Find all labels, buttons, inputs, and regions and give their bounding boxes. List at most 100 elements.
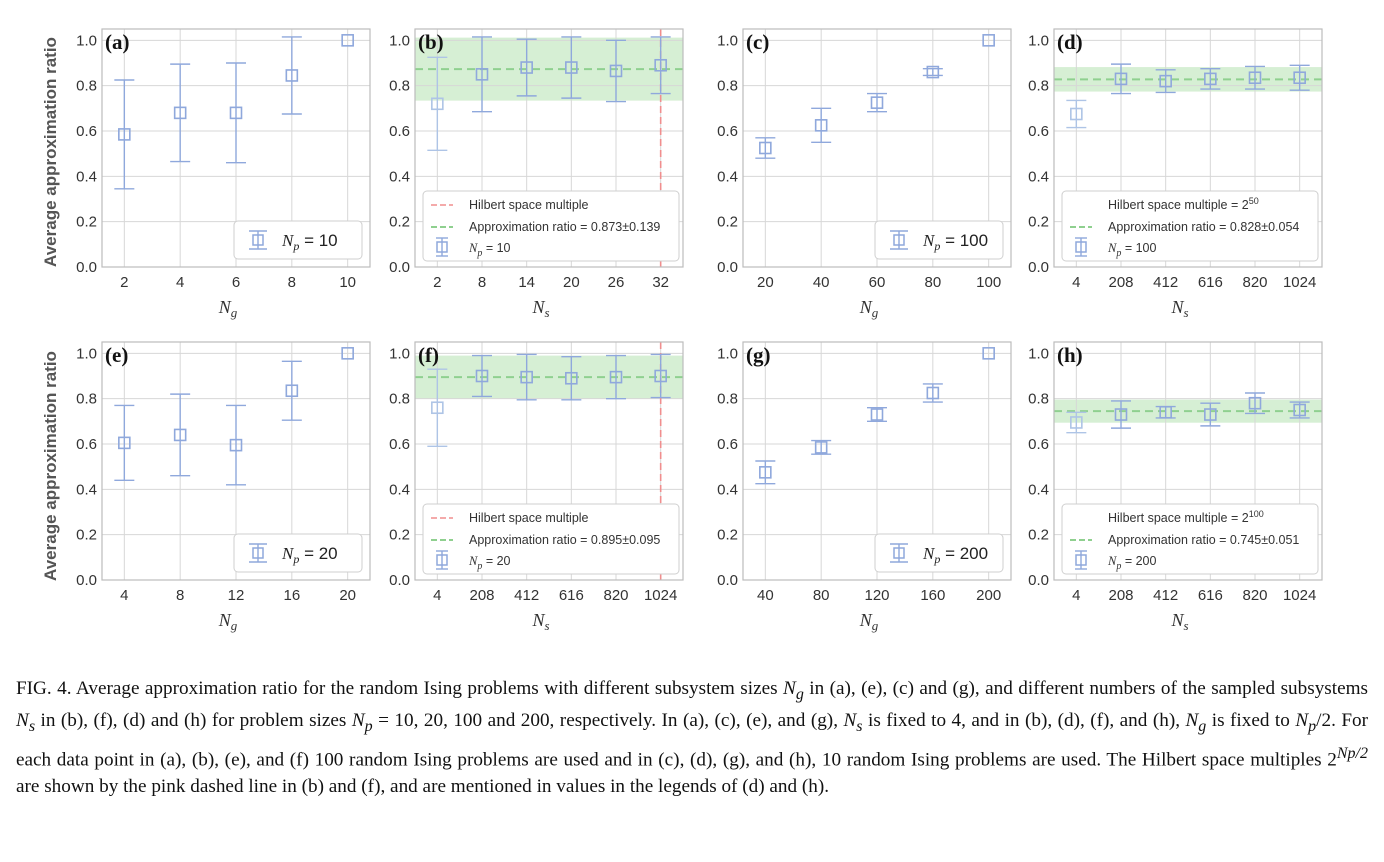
panel-h-ytick-1: 0.2 [1028,527,1049,544]
panel-d-point-1 [1111,63,1131,95]
caption-np: N [351,710,365,732]
panel-c-point-2 [867,92,887,113]
panel-h-xtick-5: 1024 [1283,587,1316,604]
panel-h-ytick-4: 0.8 [1028,391,1049,408]
panel-e-legend: Np = 20 [233,533,363,573]
panel-b-xtick-1: 8 [478,274,486,291]
panel-d-ytick-0: 0.0 [1028,259,1049,276]
caption-ng-sub: g [795,685,804,703]
panel-f-ytick-1: 0.2 [389,527,410,544]
panel-h-ytick-3: 0.6 [1028,436,1049,453]
panel-g-xtick-0: 40 [757,587,774,604]
panel-e-point-1 [170,393,191,477]
panel-h-xlabel: Ns [1170,610,1188,633]
panel-c-legend-text: Np = 100 [922,231,988,253]
panel-c-frame [742,28,1012,268]
panel-c-legend-marker [890,230,908,250]
panel-b-xtick-3: 20 [563,274,580,291]
panel-g-frame [742,341,1012,581]
panel-d-ytick-2: 0.4 [1028,168,1049,185]
panel-g-legend-text: Np = 200 [922,544,988,566]
caption-ns-2: N [843,710,857,732]
panel-h-legend-np: Np = 200 [1107,554,1156,572]
panel-h-xtick-4: 820 [1242,587,1267,604]
panel-b-label: (b) [418,30,444,54]
panel-e-marker-3 [285,384,299,398]
panel-g-point-2 [867,407,887,423]
panel-e-ytick-1: 0.2 [76,527,97,544]
panel-b-marker-3 [565,61,578,74]
panel-d-label: (d) [1057,30,1083,54]
panel-d-legend-marker [1075,237,1087,257]
panel-e-point-3 [281,360,302,421]
y-axis-label-bottom: Average approximation ratio [41,351,60,581]
panel-h-marker-0 [1070,416,1083,429]
caption-s6b: /2. For each data point in (a), (b), (e)… [16,710,1368,771]
panel-b-xtick-4: 26 [608,274,625,291]
panel-b-legend-marker [436,237,448,257]
panel-h-marker-2 [1159,405,1172,419]
panel-e-marker-4 [341,347,354,360]
panel-h-point-3 [1200,402,1221,427]
panel-c-xtick-0: 20 [757,274,774,291]
caption-s7a: 2 [1327,749,1337,771]
caption-s5: is fixed to 4, and in (b), (d), (f), and… [867,710,1181,732]
panel-f-point-4 [606,354,626,400]
panel-b-marker-0 [431,97,444,111]
panel-c-point-3 [922,65,943,79]
panel-a-legend-text: Np = 10 [281,231,338,253]
caption-s4: = 10, 20, 100 and 200, respectively. In … [378,710,838,732]
panel-d-marker-1 [1114,72,1128,86]
panel-e-point-4 [341,347,354,360]
panel-g-ytick-2: 0.4 [717,481,738,498]
panel-d-marker-4 [1248,71,1262,85]
panel-e-ytick-0: 0.0 [76,572,97,589]
panel-d-xtick-1: 208 [1108,274,1133,291]
panel-d-legend-np: Np = 100 [1107,241,1156,259]
panel-a: 0.0 0.2 0.4 0.6 0.8 1.0 2 4 6 8 10 (a) Ng Np = 10 [76,28,371,320]
panel-d: 0.0 0.2 0.4 0.6 0.8 1.0 4 208 412 616 820 1024 (d) Ns… [1028,28,1323,320]
panel-b-marker-2 [520,61,533,74]
panel-a-xtick-4: 10 [339,274,356,291]
caption-np-sub: p [364,718,373,736]
panel-b-legend: Hilbert space multiple Approximation rati… [422,190,680,262]
panel-h-marker-5 [1293,403,1306,417]
panel-h-legend-hilbert: Hilbert space multiple = 2100 [1108,509,1264,525]
caption-s3: in (b), (f), (d) and (h) for problem siz… [40,710,347,732]
panel-f-legend-marker [436,550,448,570]
panel-f-marker-5 [654,369,667,383]
panel-g-ytick-3: 0.6 [717,436,738,453]
panel-g-label: (g) [746,343,771,367]
panel-h-point-0 [1066,411,1087,434]
panel-d-ytick-1: 0.2 [1028,214,1049,231]
panel-e-xtick-2: 12 [228,587,245,604]
panel-a-marker-0 [118,128,131,141]
caption-s7: are shown by the pink dashed line in (b)… [16,775,830,797]
panel-b-point-0 [427,56,448,151]
panel-b-xtick-2: 14 [518,274,535,291]
panel-b-frame [414,28,684,268]
panel-d-point-5 [1289,64,1310,91]
panel-f-point-0 [427,368,448,447]
panel-f-legend-box [422,503,680,575]
panel-e: 0.0 0.2 0.4 0.6 0.8 1.0 4 8 12 16 20 (e) Ng Np = 20 [76,341,371,633]
panel-e-label: (e) [105,343,128,367]
caption-s7sup: Np/2 [1336,744,1368,762]
panel-d-legend-hilbert: Hilbert space multiple = 250 [1108,196,1259,212]
panel-e-xtick-4: 20 [339,587,356,604]
panel-a-ytick-4: 0.8 [76,78,97,95]
panel-d-legend-box [1061,190,1319,262]
panel-a-xtick-2: 6 [232,274,240,291]
panel-f-ytick-5: 1.0 [389,345,410,362]
panel-a-label: (a) [105,30,130,54]
panel-f-ytick-2: 0.4 [389,481,410,498]
panel-d-xlabel: Ns [1170,297,1188,320]
panel-a-point-2 [226,62,246,164]
caption-ng-sub-2: g [1198,718,1207,736]
panel-d-legend-approx: Approximation ratio = 0.828±0.054 [1108,220,1299,234]
panel-c-xlabel: Ng [859,297,879,320]
panel-c-marker-1 [814,119,828,132]
panel-g-xtick-2: 120 [864,587,889,604]
panel-f-xtick-5: 1024 [644,587,677,604]
panel-h-point-1 [1111,400,1131,429]
